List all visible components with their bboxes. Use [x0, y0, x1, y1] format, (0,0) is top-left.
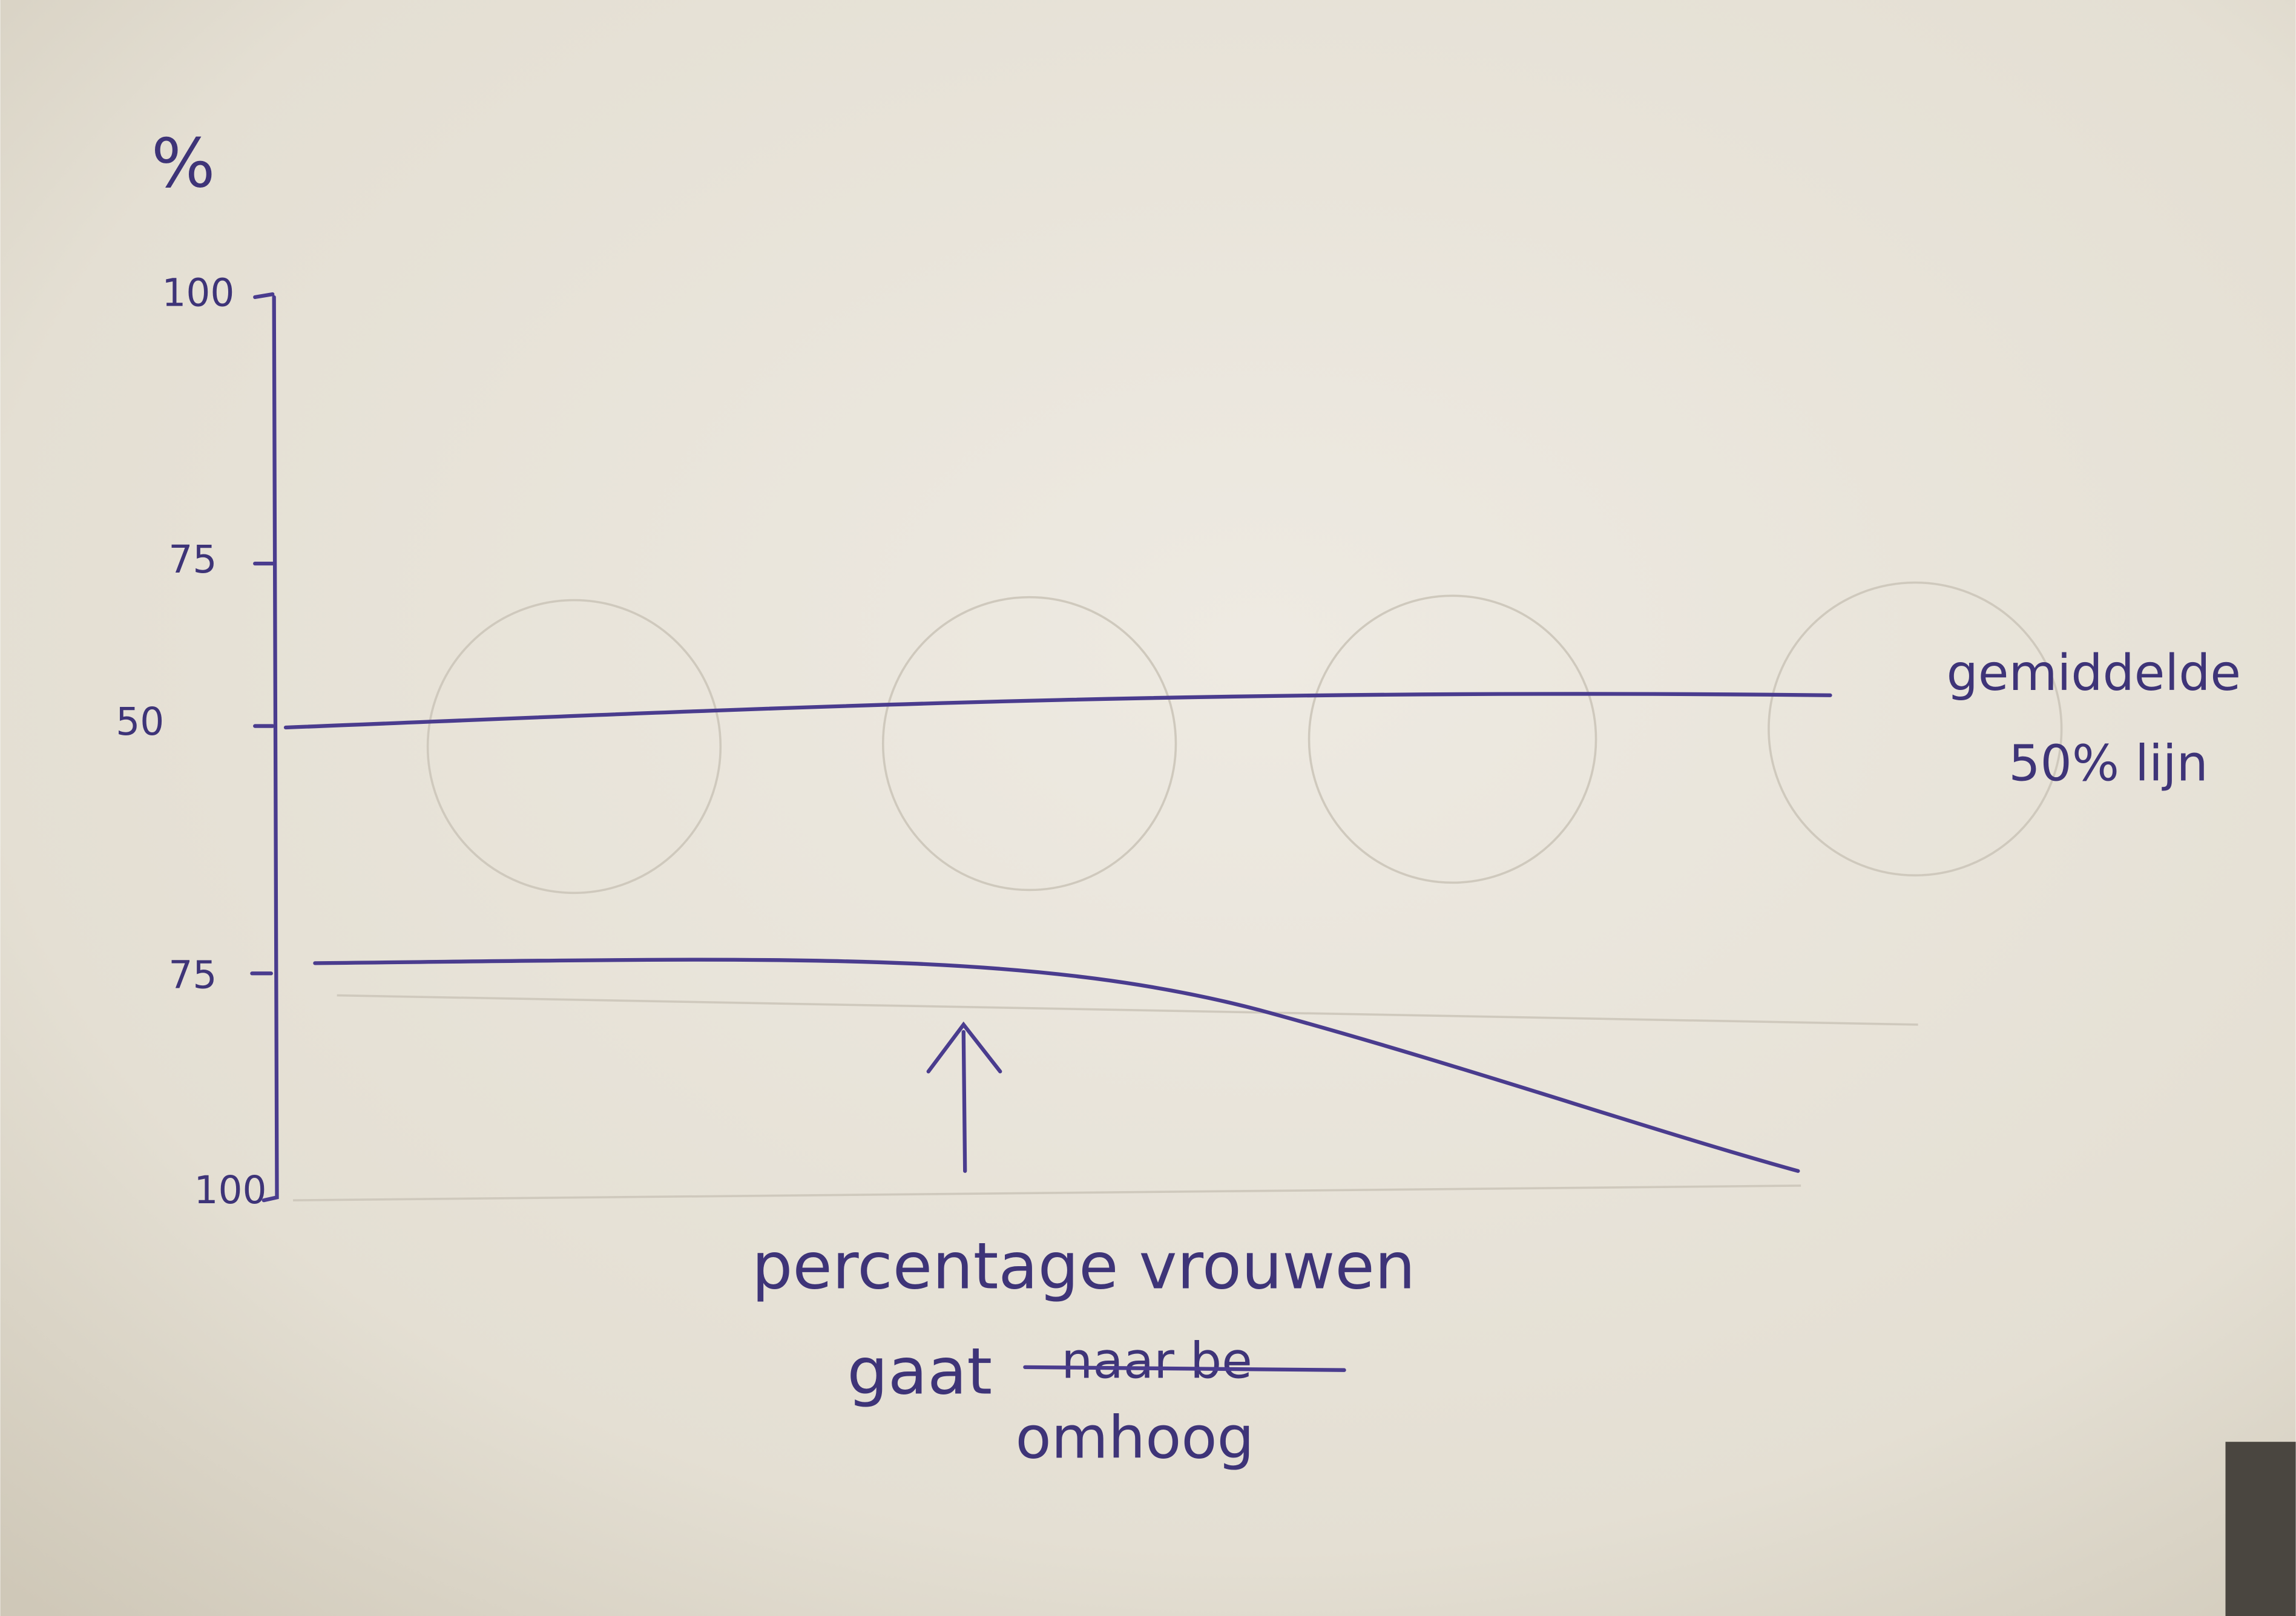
arrow [926, 1021, 1002, 1173]
annotation: percentage vrouwen [752, 1229, 1415, 1304]
annotation: 50% lijn [2008, 735, 2208, 793]
annotation: omhoog [1016, 1404, 1254, 1472]
annotation: gemiddelde [1947, 645, 2241, 702]
dark-corner [2225, 1442, 2296, 1616]
axis-unit: % [151, 125, 215, 203]
tick-marks [250, 292, 275, 976]
tick-label: 75 [168, 537, 217, 582]
struck-text: naar be [1061, 1332, 1252, 1390]
strike-line [1023, 1365, 1346, 1372]
annotation: gaat [847, 1335, 992, 1410]
tick-label: 50 [116, 700, 164, 744]
pencil-circles [293, 581, 2063, 1201]
tick-label: 75 [168, 953, 217, 997]
average-line [283, 692, 1832, 730]
y-axis [262, 295, 279, 1203]
tick-label: 100 [162, 271, 234, 315]
tick-label: 100 [194, 1168, 267, 1212]
women-line [313, 957, 1800, 1173]
